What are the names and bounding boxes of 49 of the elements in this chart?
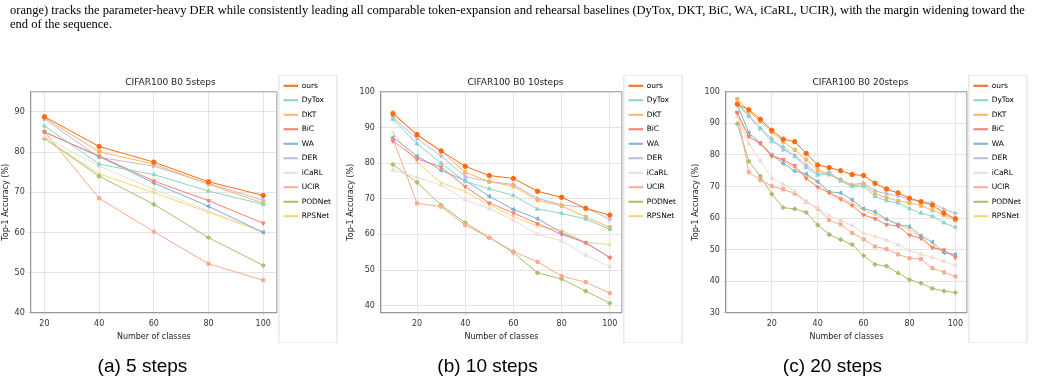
x-tick-label: 80: [203, 318, 214, 328]
y-tick-label: 50: [364, 265, 375, 275]
y-tick-label: 70: [364, 193, 375, 203]
y-tick-label: 30: [709, 307, 720, 317]
x-tick-label: 100: [947, 318, 964, 328]
x-tick-label: 40: [94, 318, 105, 328]
x-tick-label: 100: [255, 318, 271, 328]
chart-title: CIFAR100 B0 20steps: [812, 76, 909, 87]
y-tick-label: 100: [359, 86, 375, 96]
y-tick-label: 60: [709, 213, 720, 223]
y-tick-label: 60: [364, 229, 375, 239]
x-tick-label: 20: [411, 318, 423, 328]
chart-title: CIFAR100 B0 5steps: [125, 76, 216, 87]
x-tick-label: 60: [508, 318, 519, 328]
y-tick-label: 80: [709, 150, 720, 160]
chart-title: CIFAR100 B0 10steps: [467, 76, 564, 87]
x-axis-title: Number of classes: [464, 332, 539, 342]
text: (c) 20 steps: [782, 355, 883, 377]
y-tick-label: 40: [709, 276, 720, 286]
x-tick-label: 20: [766, 318, 777, 328]
x-tick-label: 80: [904, 318, 915, 328]
x-axis-title: Number of classes: [116, 332, 191, 342]
y-tick-label: 90: [364, 122, 375, 132]
y-tick-label: 70: [14, 187, 25, 197]
y-tick-label: 90: [709, 118, 720, 128]
y-axis-title: Top-1 Accuracy (%): [690, 163, 700, 242]
y-tick-label: 100: [704, 86, 720, 96]
x-tick-label: 80: [556, 318, 567, 328]
x-axis-title: Number of classes: [809, 332, 884, 342]
y-axis-title: Top-1 Accuracy (%): [0, 163, 10, 242]
y-axis-title: Top-1 Accuracy (%): [345, 163, 355, 242]
y-tick-label: 70: [709, 181, 720, 191]
x-tick-label: 40: [460, 318, 471, 328]
text: (a) 5 steps: [97, 355, 188, 377]
y-tick-label: 50: [709, 244, 720, 254]
x-tick-label: 100: [602, 318, 618, 328]
text: orange) tracks the parameter-heavy DER while consistently leading all comparable token-expansion and rehearsal baselines (DyTox, DKT, BiC, WA, iCaRL, UCIR), with the margin widening toward the end of the sequence.: [9, 2, 1026, 33]
y-tick-label: 80: [364, 158, 375, 168]
y-tick-label: 60: [14, 227, 25, 237]
y-tick-label: 50: [14, 267, 25, 277]
x-tick-label: 60: [858, 318, 869, 328]
x-tick-label: 20: [39, 318, 50, 328]
y-tick-label: 80: [14, 147, 25, 157]
x-tick-label: 40: [812, 318, 823, 328]
text: (b) 10 steps: [437, 355, 538, 377]
y-tick-label: 40: [364, 300, 375, 310]
x-tick-label: 60: [148, 318, 159, 328]
y-tick-label: 90: [14, 106, 25, 116]
y-tick-label: 40: [14, 307, 25, 317]
